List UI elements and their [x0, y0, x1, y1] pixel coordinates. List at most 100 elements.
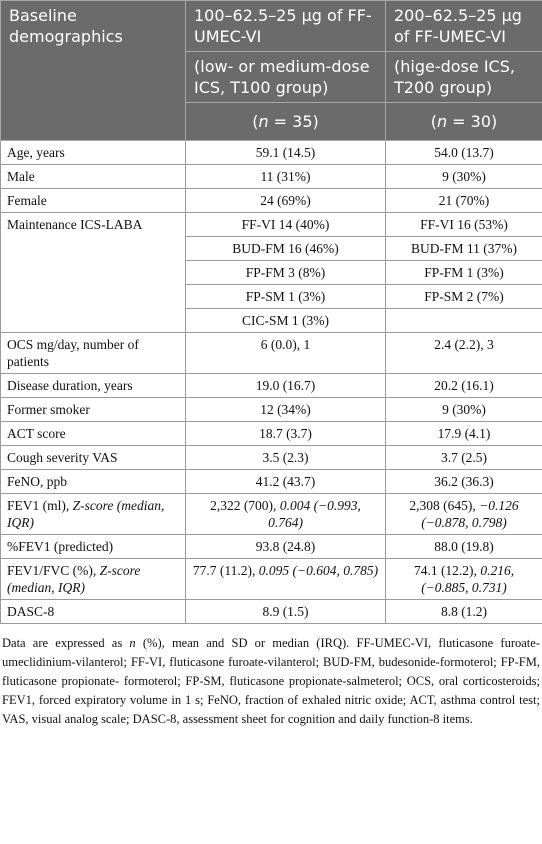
table-row: DASC-8 8.9 (1.5) 8.8 (1.2) [0, 599, 542, 624]
value-cell: 2.4 (2.2), 3 [385, 332, 542, 374]
text-segment: FEV1 (ml), [7, 498, 73, 513]
table-row: OCS mg/day, number of patients 6 (0.0), 1… [0, 332, 542, 374]
value-cell: 19.0 (16.7) [185, 373, 386, 398]
value-cell: FP-SM 1 (3%) [185, 284, 386, 309]
text-segment: 2,308 (645), [409, 498, 480, 513]
label-cell: FEV1 (ml), Z-score (median, IQR) [0, 493, 186, 535]
value-cell: 21 (70%) [385, 188, 542, 213]
value-cell: 8.9 (1.5) [185, 599, 386, 624]
text-segment: FEV1/FVC (%), [7, 563, 100, 578]
value-cell: BUD-FM 11 (37%) [385, 236, 542, 261]
italic-segment: Z-score (median, IQR) [7, 498, 165, 530]
value-cell: 24 (69%) [185, 188, 386, 213]
column-n: (n = 35) [185, 102, 386, 141]
value-cell: 3.7 (2.5) [385, 445, 542, 470]
label-cell: DASC-8 [0, 599, 186, 624]
value-cell: 54.0 (13.7) [385, 140, 542, 165]
value-cell: FP-SM 2 (7%) [385, 284, 542, 309]
label-cell: FeNO, ppb [0, 469, 186, 494]
table-row: Disease duration, years 19.0 (16.7) 20.2 (… [0, 373, 542, 398]
value-cell: 8.8 (1.2) [385, 599, 542, 624]
label-cell: Male [0, 164, 186, 189]
table-row: Male 11 (31%) 9 (30%) [0, 164, 542, 189]
text-segment: Data are expressed as [2, 636, 130, 650]
text-segment: 74.1 (12.2), [413, 563, 481, 578]
table-row: FP-FM 3 (8%) FP-FM 1 (3%) [1, 260, 542, 285]
value-cell: 93.8 (24.8) [185, 534, 386, 559]
value-cell: 12 (34%) [185, 397, 386, 422]
column-name: 200–62.5–25 µg of FF-UMEC-VI [385, 0, 542, 52]
table-row: Maintenance ICS-LABA FF-VI 14 (40%) FF-VI … [0, 212, 542, 333]
table-row: Female 24 (69%) 21 (70%) [0, 188, 542, 213]
column-group: (low- or medium-dose ICS, T100 group) [185, 51, 386, 103]
table-row: FEV1 (ml), Z-score (median, IQR) 2,322 (7… [0, 493, 542, 535]
value-cell: 6 (0.0), 1 [185, 332, 386, 374]
value-cell: 2,322 (700), 0.004 (−0.993, 0.764) [185, 493, 386, 535]
text-segment: ( [430, 112, 437, 131]
table-row: Cough severity VAS 3.5 (2.3) 3.7 (2.5) [0, 445, 542, 470]
table-row: Former smoker 12 (34%) 9 (30%) [0, 397, 542, 422]
italic-segment: 0.095 (−0.604, 0.785) [258, 563, 379, 578]
italic-segment: n [436, 112, 448, 131]
label-cell: Cough severity VAS [0, 445, 186, 470]
table-row: FeNO, ppb 41.2 (43.7) 36.2 (36.3) [0, 469, 542, 494]
label-cell: OCS mg/day, number of patients [0, 332, 186, 374]
column-group: (hige-dose ICS, T200 group) [385, 51, 542, 103]
header-row: (low- or medium-dose ICS, T100 group) (hi… [1, 51, 542, 103]
column-n: (n = 30) [385, 102, 542, 141]
italic-segment: −0.126 (−0.878, 0.798) [421, 498, 519, 530]
header-row: Baseline demographics 100–62.5–25 µg of F… [0, 0, 542, 141]
value-cell: FP-FM 3 (8%) [185, 260, 386, 285]
italic-segment: Z-score (median, IQR) [7, 563, 141, 595]
text-segment: = 35) [268, 112, 319, 131]
value-cell: FF-VI 14 (40%) [185, 212, 386, 237]
value-cell: 18.7 (3.7) [185, 421, 386, 446]
table: Baseline demographics 100–62.5–25 µg of F… [0, 0, 542, 624]
label-cell: ACT score [0, 421, 186, 446]
italic-segment: 0.004 (−0.993, 0.764) [268, 498, 361, 530]
value-cell: 41.2 (43.7) [185, 469, 386, 494]
header-cell: Baseline demographics [0, 0, 186, 141]
value-cell: 36.2 (36.3) [385, 469, 542, 494]
value-cell: 74.1 (12.2), 0.216, (−0.885, 0.731) [385, 558, 542, 600]
italic-segment: 0.216, (−0.885, 0.731) [421, 563, 515, 595]
table-row: FP-SM 1 (3%) FP-SM 2 (7%) [1, 284, 542, 309]
table-header: Baseline demographics 100–62.5–25 µg of F… [0, 0, 542, 141]
text-segment: ( [252, 112, 259, 131]
text-segment: = 30) [447, 112, 498, 131]
value-cell: 77.7 (11.2), 0.095 (−0.604, 0.785) [185, 558, 386, 600]
italic-segment: n [129, 636, 136, 650]
label-cell: Former smoker [0, 397, 186, 422]
footnote: Data are expressed as n (%), mean and SD… [0, 624, 542, 729]
value-cell: 59.1 (14.5) [185, 140, 386, 165]
value-cell: 11 (31%) [185, 164, 386, 189]
table-row: %FEV1 (predicted) 93.8 (24.8) 88.0 (19.8) [0, 534, 542, 559]
label-cell: Age, years [0, 140, 186, 165]
label-cell: Maintenance ICS-LABA [0, 212, 186, 333]
label-cell: Disease duration, years [0, 373, 186, 398]
column-name: 100–62.5–25 µg of FF-UMEC-VI [185, 0, 386, 52]
label-cell: FEV1/FVC (%), Z-score (median, IQR) [0, 558, 186, 600]
table-body: Age, years 59.1 (14.5) 54.0 (13.7) Male 11 (… [0, 140, 542, 624]
header-row: (n = 35) (n = 30) [1, 102, 542, 141]
table-row: BUD-FM 16 (46%) BUD-FM 11 (37%) [1, 236, 542, 261]
value-cell: BUD-FM 16 (46%) [185, 236, 386, 261]
label-cell: %FEV1 (predicted) [0, 534, 186, 559]
value-cell: 2,308 (645), −0.126 (−0.878, 0.798) [385, 493, 542, 535]
value-cell: 9 (30%) [385, 164, 542, 189]
text-segment: 2,322 (700), [210, 498, 280, 513]
text-segment: (%), mean and SD or median (IRQ). FF-UME… [2, 636, 540, 726]
value-cell: 17.9 (4.1) [385, 421, 542, 446]
value-cell: CIC-SM 1 (3%) [185, 308, 386, 333]
value-cell: 9 (30%) [385, 397, 542, 422]
value-cell: FF-VI 16 (53%) [385, 212, 542, 237]
table-row: FEV1/FVC (%), Z-score (median, IQR) 77.7 … [0, 558, 542, 600]
value-cell: 20.2 (16.1) [385, 373, 542, 398]
label-cell: Female [0, 188, 186, 213]
table-row: Age, years 59.1 (14.5) 54.0 (13.7) [0, 140, 542, 165]
value-cell: 3.5 (2.3) [185, 445, 386, 470]
italic-segment: n [258, 112, 269, 131]
table-row: ACT score 18.7 (3.7) 17.9 (4.1) [0, 421, 542, 446]
value-cell [385, 308, 542, 333]
